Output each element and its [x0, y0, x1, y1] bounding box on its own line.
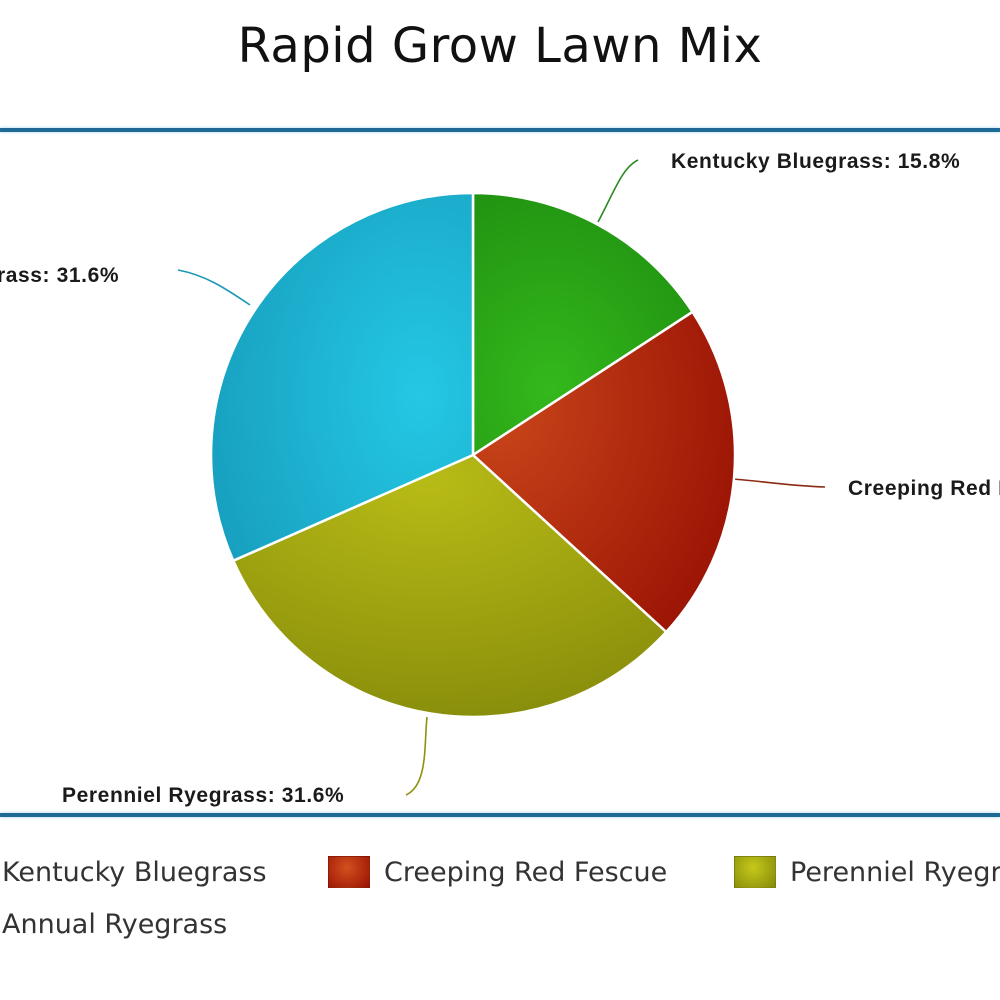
bottom-divider: [0, 813, 1000, 817]
label-perenniel-ryegrass: Perenniel Ryegrass: 31.6%: [62, 784, 345, 807]
legend-item-kentucky-bluegrass[interactable]: Kentucky Bluegrass: [0, 856, 267, 888]
kentucky-connector: [597, 159, 639, 223]
legend-label: Creeping Red Fescue: [384, 856, 668, 888]
chart-title: Rapid Grow Lawn Mix: [237, 18, 763, 74]
label-annual-ryegrass: Annual Ryegrass: 31.6%: [0, 264, 120, 287]
legend-item-annual-ryegrass[interactable]: Annual Ryegrass: [0, 908, 227, 940]
slice-annual-ryegrass[interactable]: [209, 191, 475, 563]
label-creeping-red-fescue: Creeping Red Fescue: 21.0%: [848, 477, 1000, 500]
legend-swatch-olive: [734, 856, 776, 888]
slice-kentucky-bluegrass[interactable]: [471, 191, 695, 458]
legend-swatch-red: [328, 856, 370, 888]
top-divider: [0, 128, 1000, 132]
perenniel-connector: [405, 716, 428, 796]
legend-label: Perenniel Ryegrass: [790, 856, 1000, 888]
legend-label: Kentucky Bluegrass: [2, 856, 267, 888]
slice-perenniel-ryegrass[interactable]: [231, 453, 668, 719]
slice-creeping-red-fescue[interactable]: [470, 310, 737, 634]
label-kentucky-bluegrass: Kentucky Bluegrass: 15.8%: [671, 150, 961, 173]
creeping-connector: [732, 478, 826, 488]
legend-item-perenniel-ryegrass[interactable]: Perenniel Ryegrass: [734, 856, 1000, 888]
legend-label: Annual Ryegrass: [2, 908, 228, 940]
legend-item-creeping-red-fescue[interactable]: Creeping Red Fescue: [328, 856, 667, 888]
annual-connector: [177, 269, 251, 306]
